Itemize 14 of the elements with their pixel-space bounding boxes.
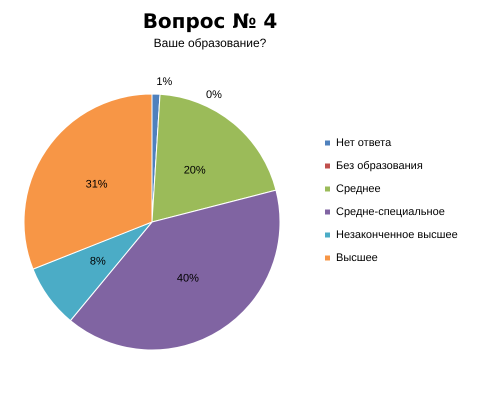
chart-subtitle: Ваше образование? [154, 36, 267, 50]
legend-label: Высшее [336, 252, 378, 264]
legend-label: Средне-специальное [336, 206, 445, 218]
data-label: 20% [184, 164, 206, 176]
data-label: 31% [86, 178, 108, 190]
text: 0% [206, 89, 222, 102]
legend-label: Без образования [336, 160, 423, 172]
legend-label: Нет ответа [336, 137, 392, 149]
data-label: 40% [176, 272, 200, 285]
chart-title: Вопрос № 4 [142, 9, 278, 33]
data-label: 1% [156, 76, 173, 88]
data-label: 8% [90, 255, 106, 268]
legend-label: Среднее [336, 183, 381, 195]
legend-label: Незаконченное высшее [336, 229, 458, 241]
